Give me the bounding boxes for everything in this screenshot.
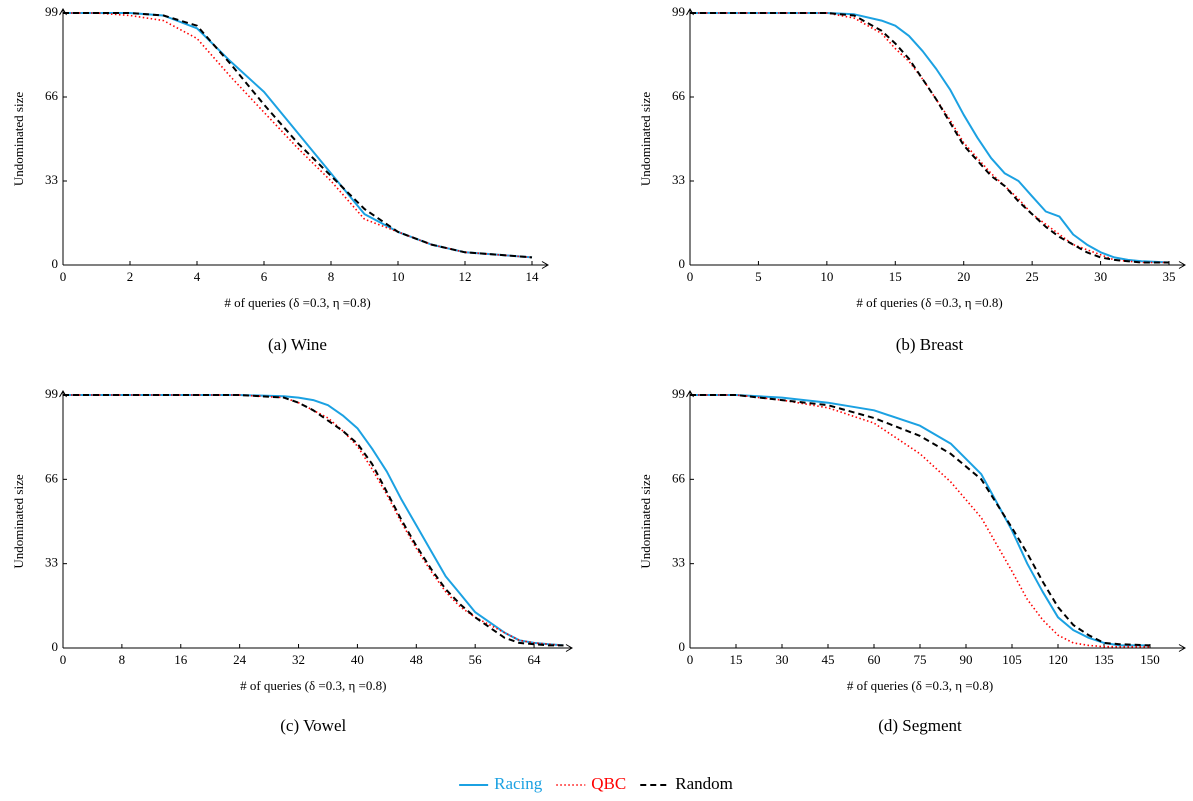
x-tick-label: 10 (392, 269, 405, 284)
x-tick-label: 60 (868, 652, 881, 667)
x-axis-arrow (541, 261, 549, 269)
y-tick-label: 66 (672, 470, 686, 485)
x-tick-label: 105 (1002, 652, 1022, 667)
y-tick-label: 99 (672, 4, 685, 19)
x-tick-label: 45 (822, 652, 835, 667)
x-axis-label: # of queries (δ =0.3, η =0.8) (224, 295, 370, 310)
y-tick-label: 0 (679, 256, 686, 271)
series-line (63, 12, 533, 259)
series-line (63, 394, 564, 647)
x-tick-label: 6 (261, 269, 268, 284)
x-tick-label: 75 (914, 652, 927, 667)
series-line (63, 12, 533, 259)
x-axis-label: # of queries (δ =0.3, η =0.8) (240, 678, 386, 693)
caption: (d) Segment (878, 716, 962, 735)
y-tick-label: 33 (672, 172, 685, 187)
x-tick-label: 40 (351, 652, 364, 667)
subplot: 0 8 16 24 32 40 48 56 64 0 33 66 99 # of queries (δ =… (11, 386, 573, 735)
x-tick-label: 64 (528, 652, 542, 667)
subplot: 0 2 4 6 8 10 12 14 0 33 66 99 # of queries (δ =0.3, … (11, 4, 549, 354)
x-tick-label: 135 (1094, 652, 1114, 667)
y-tick-label: 0 (679, 639, 686, 654)
caption: (c) Vowel (280, 716, 346, 735)
series-line (690, 12, 1169, 264)
y-tick-label: 66 (672, 88, 686, 103)
legend: Racing QBC Random (459, 774, 733, 793)
x-tick-label: 8 (328, 269, 335, 284)
x-tick-label: 24 (233, 652, 247, 667)
x-tick-label: 16 (174, 652, 188, 667)
subplot: 0 5 10 15 20 25 30 35 0 33 66 99 # of queries (δ =0.… (638, 4, 1186, 354)
x-tick-label: 8 (119, 652, 126, 667)
x-tick-label: 30 (776, 652, 789, 667)
y-tick-label: 0 (52, 639, 59, 654)
subplot: 0 15 30 45 60 75 90 105 120 135 150 0 33 66 99 # of que… (638, 386, 1186, 735)
x-tick-label: 0 (60, 269, 67, 284)
series-line (63, 12, 533, 259)
x-tick-label: 4 (194, 269, 201, 284)
x-tick-label: 5 (755, 269, 762, 284)
x-tick-label: 14 (526, 269, 540, 284)
series-line (690, 394, 1151, 647)
y-axis-label: Undominated size (638, 474, 653, 568)
y-axis-label: Undominated size (11, 92, 26, 186)
y-tick-label: 33 (45, 555, 58, 570)
series-line (690, 394, 1150, 648)
legend-label: Random (675, 774, 733, 793)
caption: (a) Wine (268, 335, 327, 354)
y-tick-label: 99 (45, 386, 58, 401)
legend-label: QBC (591, 774, 626, 793)
y-tick-label: 99 (672, 386, 685, 401)
x-tick-label: 0 (60, 652, 67, 667)
x-tick-label: 15 (730, 652, 743, 667)
series-line (63, 394, 564, 647)
x-tick-label: 2 (127, 269, 134, 284)
x-tick-label: 56 (469, 652, 483, 667)
x-axis-label: # of queries (δ =0.3, η =0.8) (847, 678, 993, 693)
x-tick-label: 30 (1094, 269, 1107, 284)
series-line (63, 394, 564, 647)
y-tick-label: 66 (45, 470, 59, 485)
x-tick-label: 120 (1048, 652, 1068, 667)
y-axis-label: Undominated size (638, 92, 653, 186)
x-tick-label: 15 (889, 269, 902, 284)
y-tick-label: 33 (45, 172, 58, 187)
x-tick-label: 10 (820, 269, 833, 284)
x-tick-label: 0 (687, 269, 694, 284)
x-tick-label: 90 (960, 652, 973, 667)
x-axis-arrow (1178, 261, 1186, 269)
x-axis-arrow (565, 644, 573, 652)
x-tick-label: 25 (1026, 269, 1039, 284)
x-tick-label: 20 (957, 269, 970, 284)
x-tick-label: 150 (1140, 652, 1160, 667)
series-line (690, 12, 1169, 264)
y-tick-label: 99 (45, 4, 58, 19)
x-tick-label: 0 (687, 652, 694, 667)
y-tick-label: 0 (52, 256, 59, 271)
y-tick-label: 33 (672, 555, 685, 570)
x-tick-label: 48 (410, 652, 423, 667)
x-axis-label: # of queries (δ =0.3, η =0.8) (856, 295, 1002, 310)
x-tick-label: 35 (1163, 269, 1176, 284)
series-line (690, 12, 1170, 264)
y-axis-label: Undominated size (11, 474, 26, 568)
series-line (690, 394, 1150, 647)
legend-label: Racing (494, 774, 543, 793)
x-axis-arrow (1178, 644, 1186, 652)
x-tick-label: 12 (459, 269, 472, 284)
y-tick-label: 66 (45, 88, 59, 103)
caption: (b) Breast (896, 335, 964, 354)
x-tick-label: 32 (292, 652, 305, 667)
